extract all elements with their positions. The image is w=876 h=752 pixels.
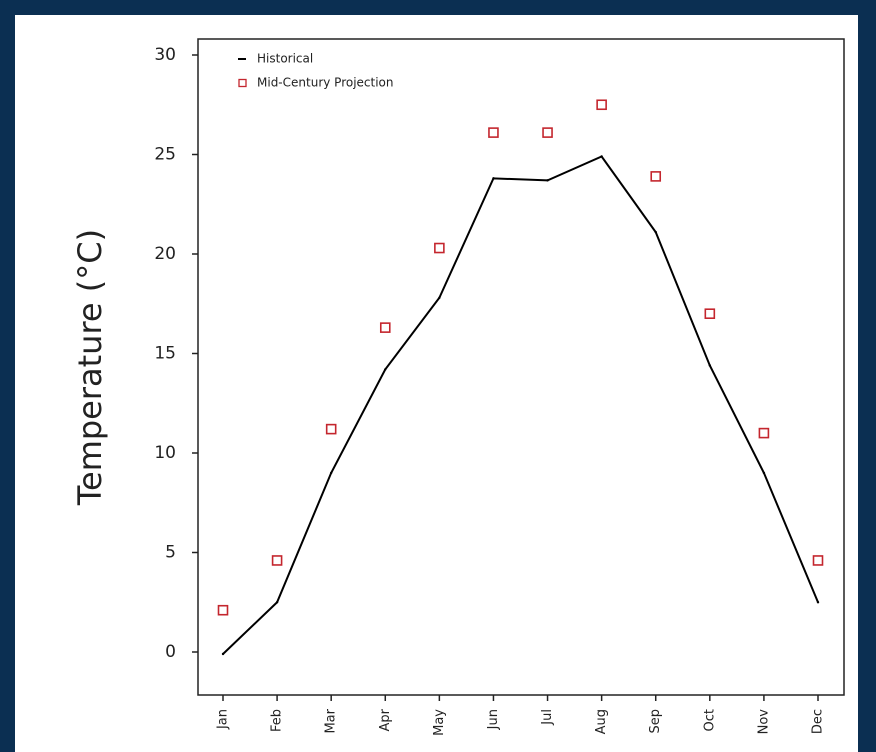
- series-layer: [217, 99, 824, 656]
- historical-point: [816, 601, 820, 604]
- legend: Historical Mid-Century Projection: [238, 52, 394, 90]
- projection-point: [542, 127, 553, 138]
- x-tick-label: Jul: [540, 709, 555, 726]
- projection-point: [596, 99, 607, 111]
- projection-point: [434, 242, 445, 254]
- historical-point: [708, 364, 712, 367]
- y-tick-label: 5: [165, 543, 176, 563]
- projection-point: [271, 555, 283, 566]
- plot-area: [197, 38, 845, 696]
- legend-label: Mid-Century Projection: [257, 76, 394, 90]
- x-tick-label: Sep: [648, 709, 663, 734]
- y-tick-label: 25: [154, 145, 176, 165]
- x-tick-label: May: [432, 709, 447, 736]
- historical-point: [762, 471, 766, 475]
- historical-point: [654, 230, 657, 234]
- historical-point: [384, 368, 387, 371]
- projection-point: [379, 322, 391, 333]
- x-tick-label: Aug: [594, 709, 609, 734]
- legend-square-swatch: [238, 78, 247, 88]
- x-tick-label: Dec: [811, 709, 826, 734]
- y-tick-label: 15: [154, 344, 176, 364]
- y-tick-label: 10: [154, 443, 176, 463]
- projection-point: [758, 427, 770, 439]
- legend-label: Historical: [257, 52, 313, 66]
- historical-point: [275, 601, 279, 604]
- temperature-chart: 0 5 10 15 20 25 30 Jan Feb Mar Apr May Jun Jul Aug Sep…: [71, 38, 845, 736]
- x-tick-label: Nov: [756, 709, 771, 735]
- x-tick-label: Oct: [702, 709, 717, 731]
- historical-point: [546, 179, 549, 182]
- x-tick-label: Jan: [216, 709, 231, 730]
- x-axis: Jan Feb Mar Apr May Jun Jul Aug Sep Oct Nov Dec: [216, 695, 826, 736]
- projection-point: [217, 604, 229, 616]
- x-tick-label: Jun: [486, 709, 501, 730]
- historical-point: [438, 296, 441, 299]
- y-tick-label: 0: [165, 642, 176, 662]
- projection-point: [812, 555, 824, 566]
- y-axis: 0 5 10 15 20 25 30: [154, 45, 198, 662]
- historical-point: [221, 652, 225, 656]
- x-tick-label: Apr: [378, 708, 393, 731]
- y-tick-label: 30: [154, 45, 176, 65]
- projection-point: [488, 127, 499, 138]
- historical-point: [329, 471, 333, 475]
- projection-point: [704, 308, 716, 320]
- y-tick-label: 20: [154, 244, 176, 264]
- y-axis-label: Temperature (°C): [71, 229, 109, 506]
- projection-point: [650, 171, 662, 182]
- chart-panel: 0 5 10 15 20 25 30 Jan Feb Mar Apr May Jun Jul Aug Sep…: [15, 15, 858, 752]
- x-tick-label: Feb: [270, 709, 285, 732]
- historical-point: [600, 155, 603, 158]
- historical-point: [492, 177, 495, 180]
- x-tick-label: Mar: [324, 708, 339, 733]
- projection-point: [325, 423, 337, 435]
- historical-line: [222, 155, 819, 655]
